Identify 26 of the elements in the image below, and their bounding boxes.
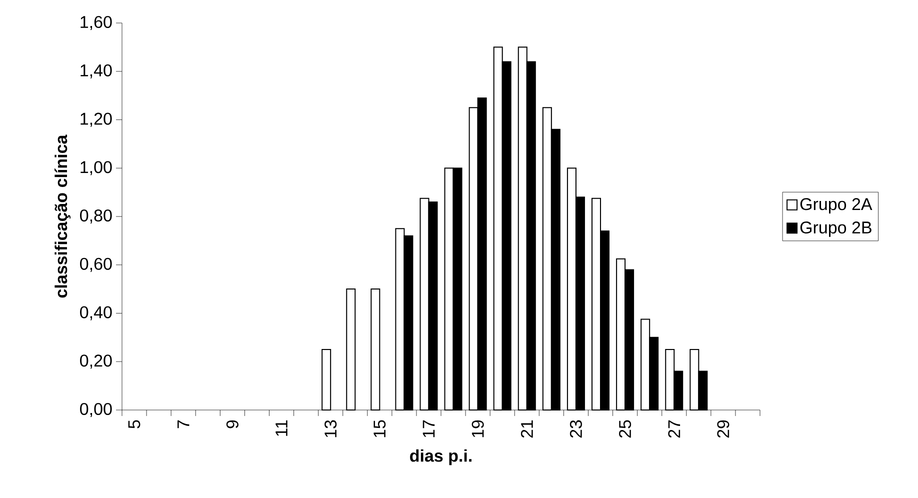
- y-tick-label: 0,60: [80, 258, 112, 272]
- x-tick-label: 15: [374, 420, 386, 438]
- x-tick-label: 11: [276, 420, 288, 436]
- x-tick-label: 17: [422, 420, 435, 438]
- y-tick-label: 0,00: [80, 402, 112, 418]
- y-tick-label: 1,20: [80, 112, 112, 127]
- x-tick-label: 27: [668, 420, 680, 438]
- y-axis-title: classificação clínica: [54, 134, 71, 298]
- legend-label: Grupo 2B: [800, 221, 872, 237]
- x-tick-label: 7: [177, 420, 190, 428]
- y-tick-label: 1,00: [80, 161, 112, 176]
- x-tick-label: 21: [520, 420, 533, 438]
- x-tick-label: 13: [324, 420, 337, 438]
- y-tick-label: 0,80: [80, 209, 112, 224]
- x-tick-label: 9: [226, 420, 238, 428]
- x-tick-label: 23: [570, 420, 582, 438]
- x-tick-label: 29: [717, 420, 730, 438]
- legend-label: Grupo 2A: [800, 198, 872, 214]
- x-tick-label: 25: [619, 420, 632, 438]
- y-tick-label: 1,40: [80, 64, 112, 78]
- x-tick-label: 5: [128, 420, 140, 428]
- y-tick-label: 0,40: [80, 306, 112, 320]
- x-tick-label: 19: [472, 420, 484, 438]
- x-axis-title: dias p.i.: [410, 449, 472, 466]
- y-tick-label: 0,20: [80, 354, 112, 369]
- y-tick-label: 1,60: [80, 16, 112, 30]
